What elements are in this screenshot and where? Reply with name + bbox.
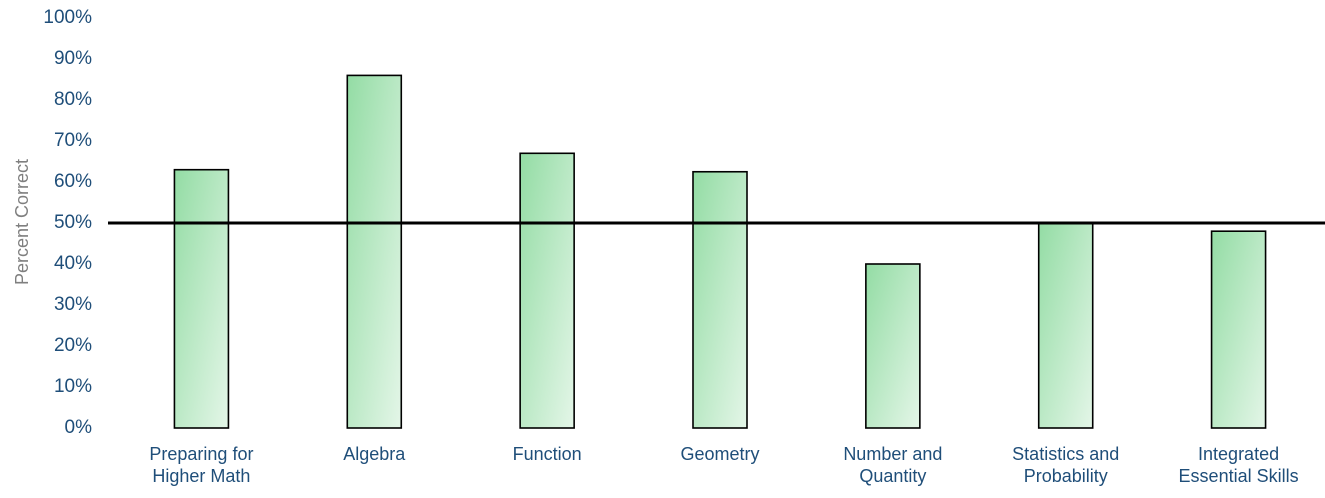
y-tick-label: 60% [54,171,92,192]
x-tick-label: Quantity [859,466,926,486]
y-tick-label: 0% [65,417,93,438]
bar [1037,222,1094,429]
bar [519,152,575,429]
x-tick-label: Statistics and [1012,444,1119,464]
bar [865,263,921,429]
y-tick-label: 10% [54,376,92,397]
x-tick-label: Essential Skills [1179,466,1299,486]
x-tick-label: Number and [843,444,942,464]
y-tick-label: 40% [54,253,92,274]
x-tick-label: Integrated [1198,444,1279,464]
y-tick-label: 90% [54,48,92,69]
x-tick-label: Geometry [680,444,759,464]
x-tick-label: Algebra [343,444,406,464]
bars [173,74,1267,429]
y-tick-label: 20% [54,335,92,356]
y-tick-label: 70% [54,130,92,151]
bar [692,170,748,429]
bar [346,74,403,429]
bar [1210,230,1267,429]
x-tick-label: Function [513,444,582,464]
bar [173,168,230,429]
x-tick-label: Higher Math [152,466,250,486]
y-tick-label: 100% [43,7,92,28]
y-axis-label: Percent Correct [12,159,32,285]
x-tick-label: Preparing for [149,444,253,464]
y-tick-label: 50% [54,212,92,233]
y-tick-label: 30% [54,294,92,315]
x-tick-label: Probability [1024,466,1108,486]
y-tick-label: 80% [54,89,92,110]
y-tick-labels: 0% 10% 20% 30% 40% 50% 60% 70% 80% 90% 100% [43,7,92,438]
